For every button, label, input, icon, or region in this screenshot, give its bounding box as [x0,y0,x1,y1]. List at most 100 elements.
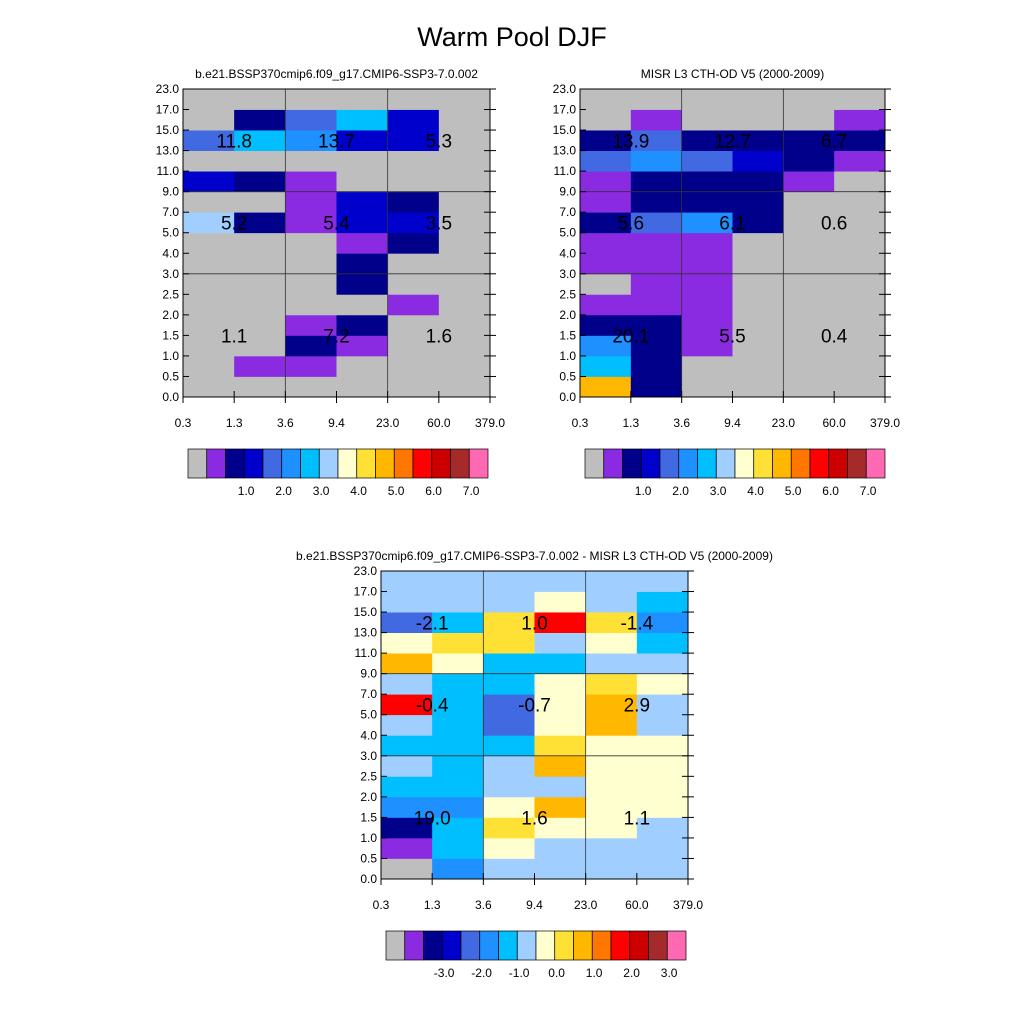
heatmap-cell [636,858,689,880]
heatmap-cell [483,837,535,859]
heatmap-cell [630,232,683,254]
heatmap-cell [381,673,433,695]
colorbar-swatch [753,448,773,479]
heatmap-cell [580,150,632,172]
heatmap-cell [234,294,286,316]
heatmap-cell [732,212,784,234]
heatmap-cell [732,253,784,275]
heatmap-cell [432,673,484,695]
heatmap-cell [580,294,632,316]
y-tick-label: 2.0 [559,308,576,322]
heatmap-cell [438,376,491,398]
heatmap-cell [336,130,389,151]
colorbar-swatch [697,448,717,479]
x-tick-label: 3.6 [475,898,492,912]
heatmap-cell [783,314,835,336]
heatmap-cell [234,314,286,336]
region-value-label: 12.7 [714,131,751,152]
y-tick-label: 11.0 [554,164,577,178]
heatmap-cell [834,355,886,377]
colorbar-swatch [450,448,470,479]
heatmap-cell [183,273,235,295]
y-tick-label: 2.5 [162,287,179,301]
heatmap-cell [483,571,535,592]
heatmap-cell [381,796,433,818]
heatmap-cell [336,109,389,131]
colorbar-swatch [666,930,687,961]
heatmap-cell [387,273,440,295]
heatmap-cell [630,314,683,336]
heatmap-cell [285,130,337,151]
heatmap-cell [580,232,632,254]
y-tick-label: 3.0 [360,749,377,763]
heatmap-cell [483,858,535,880]
y-tick-label: 0.5 [559,369,576,383]
colorbar-label: -2.0 [471,966,492,980]
colorbar-label: 2.0 [275,484,292,498]
heatmap-cell [381,776,433,798]
heatmap-cell [585,591,638,613]
heatmap-cell [336,253,389,275]
colorbar-swatch [460,930,481,961]
heatmap-cell [732,130,784,151]
colorbar-swatch [356,448,376,479]
x-tick-label: 9.4 [526,898,543,912]
colorbar-swatch [404,930,424,961]
heatmap-cell [585,796,638,818]
heatmap-cell [783,191,835,213]
heatmap-cell [732,273,784,295]
heatmap-cell [234,150,286,172]
y-tick-label: 1.0 [162,349,179,363]
heatmap-cell [834,150,886,172]
heatmap-cell [234,109,286,131]
colorbar-swatch [535,930,556,961]
colorbar-swatch [393,448,414,479]
heatmap-cell [285,355,337,377]
y-tick-label: 1.0 [360,831,377,845]
colorbar-swatch [516,930,537,961]
region-value-label: 5.2 [221,213,247,234]
colorbar-swatch [300,448,320,479]
region-value-label: -2.1 [416,613,449,634]
heatmap-cell [285,294,337,316]
panel-title: b.e21.BSSP370cmip6.f09_g17.CMIP6-SSP3-7.… [296,549,773,563]
colorbar: 1.0 2.0 3.0 4.0 5.0 6.0 7.0 [187,448,489,498]
heatmap-cell [636,735,689,757]
heatmap-cell [432,653,484,675]
x-tick-label: 1.3 [226,416,243,430]
heatmap-cell [387,335,440,357]
heatmap-cell [387,314,440,336]
heatmap-cell [834,89,886,110]
x-tick-label: 9.4 [328,416,345,430]
y-tick-label: 1.5 [559,328,576,342]
heatmap-cell [834,376,886,398]
y-tick-label: 17.0 [553,103,577,117]
heatmap-cell [336,191,389,213]
colorbar-swatch [809,448,830,479]
heatmap-cell [534,755,587,777]
heatmap-cell [580,314,632,336]
heatmap-cell [183,212,235,234]
heatmap-cell [438,130,491,151]
colorbar-label: -1.0 [509,966,530,980]
region-value-label: 0.6 [821,213,847,234]
heatmap-cell [285,89,337,110]
y-tick-label: 1.5 [162,328,179,342]
heatmap-cell [732,232,784,254]
heatmap-cell [183,150,235,172]
heatmap-cell [234,171,286,193]
heatmap-cell [585,612,638,633]
heatmap-cell [381,755,433,777]
heatmap-cell [681,150,733,172]
region-value-label: 2.9 [624,695,650,716]
heatmap-cell [438,253,491,275]
heatmap-cell [732,171,784,193]
colorbar-swatch [468,448,489,479]
heatmap-cell [183,109,235,131]
heatmap-cell [381,591,433,613]
heatmap-cell [285,212,337,234]
region-value-label: 6.1 [719,213,745,234]
heatmap-cell [336,232,389,254]
colorbar-swatch [648,930,668,961]
y-tick-label: 15.0 [354,605,378,619]
